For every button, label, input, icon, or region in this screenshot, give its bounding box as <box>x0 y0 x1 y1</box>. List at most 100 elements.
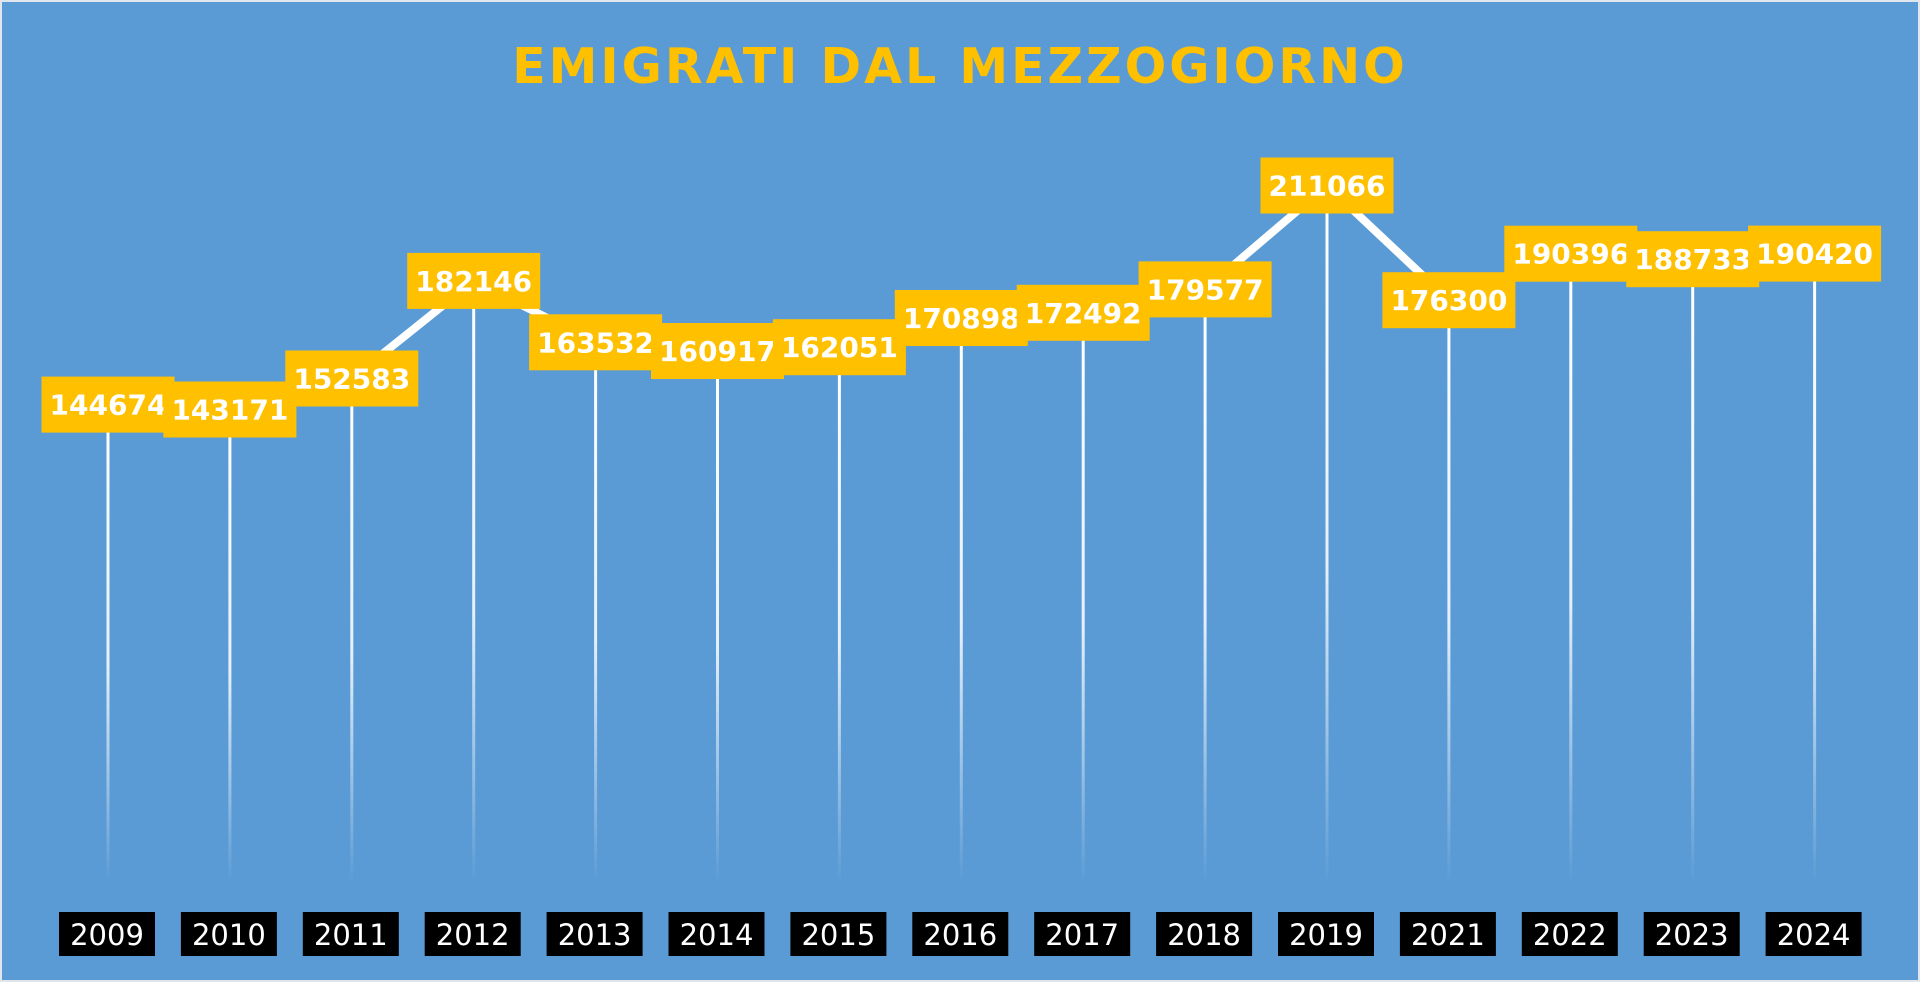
data-label-2021: 176300 <box>1382 272 1516 329</box>
tick-label-2012: 2012 <box>424 912 521 956</box>
tick-label-value: 2015 <box>801 918 875 952</box>
tick-label-2011: 2011 <box>302 912 399 956</box>
drop-line-2018 <box>1203 289 1207 882</box>
drop-line-2011 <box>350 378 354 882</box>
drop-line-2024 <box>1813 253 1817 883</box>
tick-label-box <box>424 912 521 956</box>
tick-label-2016: 2016 <box>912 912 1009 956</box>
data-label-box <box>772 319 906 376</box>
data-label-box <box>41 376 175 433</box>
tick-label-value: 2011 <box>314 918 388 952</box>
data-label-value: 144674 <box>50 389 167 422</box>
tick-label-2021: 2021 <box>1399 912 1496 956</box>
tick-label-value: 2012 <box>436 918 510 952</box>
data-label-2012: 182146 <box>407 252 541 309</box>
data-label-value: 172492 <box>1025 297 1142 330</box>
drop-line-2016 <box>959 318 963 882</box>
tick-label-2009: 2009 <box>59 912 155 956</box>
drop-line-2023 <box>1691 259 1695 882</box>
data-label-value: 170898 <box>903 302 1020 335</box>
data-label-value: 160917 <box>659 335 776 368</box>
data-label-2015: 162051 <box>772 319 906 376</box>
data-label-box <box>529 314 663 371</box>
tick-label-2018: 2018 <box>1156 912 1253 956</box>
data-label-2019: 211066 <box>1260 157 1394 214</box>
tick-label-2024: 2024 <box>1765 912 1862 956</box>
data-label-box <box>1016 284 1150 341</box>
data-label-box <box>894 290 1028 346</box>
drop-line-2019 <box>1325 185 1329 882</box>
data-label-box <box>1138 261 1272 318</box>
drop-line-2014 <box>716 351 719 882</box>
data-label-box <box>163 381 297 438</box>
tick-label-box <box>180 912 277 956</box>
data-label-box <box>285 350 419 407</box>
data-label-2024: 190420 <box>1748 225 1882 282</box>
drop-line-2010 <box>228 409 232 882</box>
data-label-value: 211066 <box>1269 170 1386 203</box>
data-label-2011: 152583 <box>285 350 419 407</box>
tick-label-2017: 2017 <box>1034 912 1131 956</box>
data-label-value: 176300 <box>1390 284 1507 317</box>
tick-label-box <box>790 912 887 956</box>
data-label-box <box>1748 225 1882 282</box>
data-label-value: 152583 <box>293 363 410 396</box>
drop-lines <box>106 185 1817 883</box>
tick-label-2023: 2023 <box>1643 912 1740 956</box>
tick-label-box <box>668 912 765 956</box>
data-label-box <box>1504 225 1638 282</box>
data-label-box <box>407 252 541 309</box>
tick-label-2014: 2014 <box>668 912 765 956</box>
tick-label-box <box>302 912 399 956</box>
data-label-2017: 172492 <box>1016 284 1150 341</box>
tick-label-value: 2018 <box>1167 918 1241 952</box>
tick-label-box <box>1399 912 1496 956</box>
tick-label-box <box>1278 912 1374 956</box>
tick-label-value: 2022 <box>1533 918 1607 952</box>
data-label-box <box>651 323 784 379</box>
data-label-value: 190420 <box>1756 238 1873 271</box>
data-label-value: 190396 <box>1512 238 1629 271</box>
drop-line-2012 <box>472 280 476 882</box>
data-label-2014: 160917 <box>651 323 784 379</box>
data-label-value: 162051 <box>781 331 898 364</box>
drop-line-2009 <box>106 404 110 882</box>
data-label-value: 163532 <box>537 326 654 359</box>
tick-label-value: 2010 <box>192 918 266 952</box>
data-label-2016: 170898 <box>894 290 1028 346</box>
tick-label-box <box>1034 912 1131 956</box>
tick-label-box <box>1521 912 1618 956</box>
drop-line-2017 <box>1081 312 1085 882</box>
tick-label-2015: 2015 <box>790 912 887 956</box>
tick-label-value: 2021 <box>1411 918 1485 952</box>
drop-line-2022 <box>1569 253 1573 882</box>
data-label-box <box>1260 157 1394 214</box>
data-label-2023: 188733 <box>1626 231 1760 288</box>
tick-label-box <box>59 912 155 956</box>
tick-label-value: 2024 <box>1777 918 1851 952</box>
drop-line-2015 <box>837 347 841 882</box>
tick-label-value: 2017 <box>1045 918 1119 952</box>
tick-label-2019: 2019 <box>1278 912 1374 956</box>
tick-label-value: 2013 <box>558 918 632 952</box>
data-label-2022: 190396 <box>1504 225 1638 282</box>
data-label-2009: 144674 <box>41 376 175 433</box>
tick-label-value: 2009 <box>70 918 144 952</box>
tick-label-2013: 2013 <box>546 912 643 956</box>
tick-label-box <box>912 912 1009 956</box>
tick-label-value: 2019 <box>1289 918 1363 952</box>
data-label-value: 143171 <box>171 394 288 427</box>
tick-label-value: 2014 <box>680 918 754 952</box>
data-label-value: 188733 <box>1634 243 1751 276</box>
tick-label-box <box>1643 912 1740 956</box>
x-axis-tick-labels: 2009 2010 2011 2012 2013 2014 2015 2016 2017 2018… <box>59 912 1862 956</box>
data-label-2010: 143171 <box>163 381 297 438</box>
drop-line-2021 <box>1447 300 1451 882</box>
tick-label-2022: 2022 <box>1521 912 1618 956</box>
tick-label-box <box>1765 912 1862 956</box>
chart-title: EMIGRATI DAL MEZZOGIORNO <box>512 38 1408 95</box>
data-label-value: 179577 <box>1147 273 1264 306</box>
